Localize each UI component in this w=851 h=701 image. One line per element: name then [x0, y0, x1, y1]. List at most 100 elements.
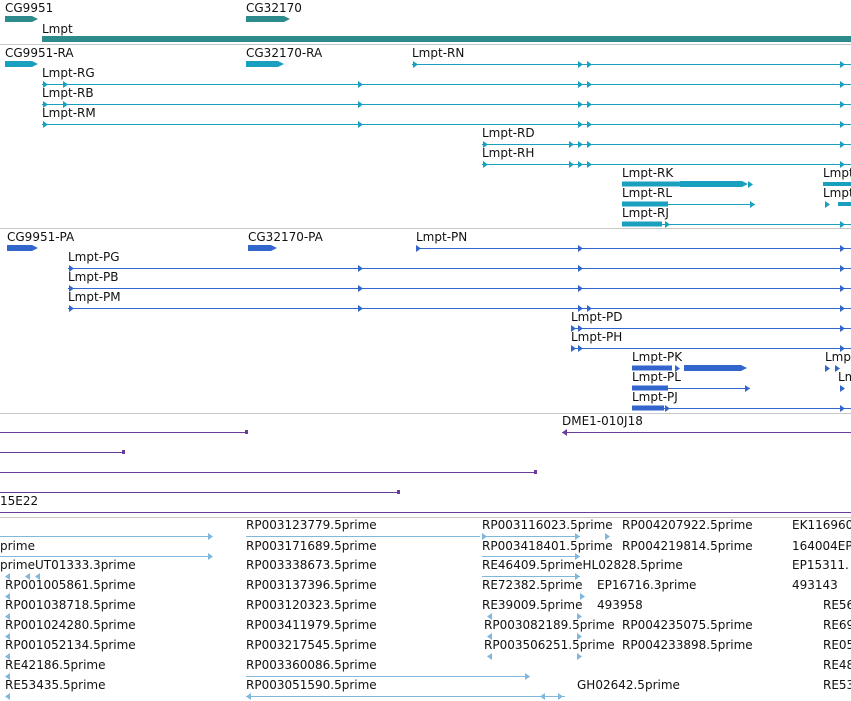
transcript-label[interactable]: Lmpt-RB	[42, 86, 94, 100]
protein-label[interactable]: Lmpt-PM	[68, 290, 121, 304]
clone-label[interactable]: DME1-010J18	[562, 414, 643, 428]
est-label[interactable]: RE53435.5prime	[5, 678, 106, 692]
est-label[interactable]: RP004207922.5prime	[622, 518, 753, 532]
est-label[interactable]: RP003360086.5prime	[246, 658, 377, 672]
strand-arrow	[578, 345, 583, 352]
protein-label[interactable]: Lm	[838, 370, 851, 384]
est-label[interactable]: prime	[0, 539, 35, 553]
feature-exon-block[interactable]	[246, 16, 284, 22]
transcript-label[interactable]: CG32170-RA	[246, 46, 323, 60]
strand-arrow	[540, 693, 545, 700]
transcript-label[interactable]: Lmpt	[823, 186, 851, 200]
transcript-label[interactable]: Lmpt-RK	[622, 166, 674, 180]
gene-label-cg32170[interactable]: CG32170	[246, 1, 302, 15]
transcript-label[interactable]: CG9951-RA	[5, 46, 74, 60]
est-label[interactable]: RE46409.5primeHL02828.5prime	[482, 558, 683, 572]
gene-label-cg9951[interactable]: CG9951	[5, 1, 54, 15]
feature-exon-block[interactable]	[622, 201, 668, 207]
protein-label[interactable]: CG32170-PA	[248, 230, 323, 244]
est-label[interactable]: 493958	[597, 598, 643, 612]
est-label[interactable]: RP003120323.5prime	[246, 598, 377, 612]
est-label[interactable]: EP15311.	[792, 558, 849, 572]
feature-exon-block[interactable]	[622, 181, 680, 187]
protein-label[interactable]: Lmpt-PK	[632, 350, 683, 364]
protein-label[interactable]: Lmpt-PN	[416, 230, 468, 244]
est-label[interactable]: RP003082189.5prime	[484, 618, 615, 632]
est-label[interactable]: RP001024280.5prime	[5, 618, 136, 632]
feature-exon-block[interactable]	[248, 245, 271, 251]
est-label[interactable]: GH02642.5prime	[577, 678, 680, 692]
est-label[interactable]: RE72382.5prime	[482, 578, 583, 592]
est-label[interactable]: RE05	[823, 638, 851, 652]
est-label[interactable]: RE69	[823, 618, 851, 632]
feature-end-arrow	[32, 245, 38, 251]
feature-exon-block[interactable]	[680, 181, 742, 187]
protein-label[interactable]: Lmpt-PG	[68, 250, 120, 264]
feature-exon-block[interactable]	[632, 365, 672, 371]
feature-exon-block[interactable]	[42, 36, 851, 42]
est-label[interactable]: RE48	[823, 658, 851, 672]
transcript-label[interactable]: Lmpt-RH	[482, 146, 535, 160]
transcript-label[interactable]: Lmpt-RM	[42, 106, 96, 120]
est-label[interactable]: RE42186.5prime	[5, 658, 106, 672]
feature-exon-block[interactable]	[632, 405, 664, 411]
est-label[interactable]: RP003116023.5prime	[482, 518, 613, 532]
est-label[interactable]: RP004219814.5prime	[622, 539, 753, 553]
transcript-label[interactable]: Lmpt-RG	[42, 66, 95, 80]
strand-arrow	[605, 533, 610, 540]
est-label[interactable]: RE53	[823, 678, 851, 692]
feature-exon-block[interactable]	[246, 61, 278, 67]
est-label[interactable]: RP003418401.5prime	[482, 539, 613, 553]
protein-label[interactable]: Lmpt-PB	[68, 270, 119, 284]
transcript-label[interactable]: Lmpt-RD	[482, 126, 535, 140]
feature-exon-block[interactable]	[838, 202, 851, 206]
est-label[interactable]: RP003338673.5prime	[246, 558, 377, 572]
feature-end-marker[interactable]	[122, 450, 125, 454]
strand-arrow	[825, 201, 830, 208]
est-label[interactable]: RP001005861.5prime	[5, 578, 136, 592]
protein-label[interactable]: Lmpt-PD	[571, 310, 623, 324]
est-label[interactable]: RP004233898.5prime	[622, 638, 753, 652]
protein-label[interactable]: CG9951-PA	[7, 230, 75, 244]
transcript-label[interactable]: Lmpt-RN	[412, 46, 465, 60]
feature-exon-block[interactable]	[632, 385, 668, 391]
est-label[interactable]: RP003137396.5prime	[246, 578, 377, 592]
protein-label[interactable]: Lmpt-PL	[632, 370, 681, 384]
est-label[interactable]: RP003217545.5prime	[246, 638, 377, 652]
feature-end-marker[interactable]	[397, 490, 400, 494]
transcript-label[interactable]: Lmpt-RJ	[622, 206, 669, 220]
est-label[interactable]: RP003411979.5prime	[246, 618, 377, 632]
est-label[interactable]: RE39009.5prime	[482, 598, 583, 612]
est-label[interactable]: RP003506251.5prime	[484, 638, 615, 652]
transcript-label[interactable]: Lmpt	[823, 166, 851, 180]
est-label[interactable]: RE56	[823, 598, 851, 612]
feature-end-marker[interactable]	[534, 470, 537, 474]
feature-exon-block[interactable]	[684, 365, 741, 371]
feature-exon-block[interactable]	[823, 182, 851, 186]
feature-exon-block[interactable]	[5, 61, 32, 67]
est-label[interactable]: RP003123779.5prime	[246, 518, 377, 532]
transcript-label[interactable]: Lmpt-RL	[622, 186, 673, 200]
est-label[interactable]: RP003171689.5prime	[246, 539, 377, 553]
est-label[interactable]: RP003051590.5prime	[246, 678, 377, 692]
feature-exon-block[interactable]	[622, 221, 662, 227]
clone-label[interactable]: 15E22	[0, 494, 39, 508]
strand-arrow	[580, 593, 585, 600]
strand-arrow	[840, 101, 845, 108]
est-label[interactable]: RP004235075.5prime	[622, 618, 753, 632]
est-label[interactable]: RP001038718.5prime	[5, 598, 136, 612]
est-label[interactable]: RP001052134.5prime	[5, 638, 136, 652]
feature-exon-block[interactable]	[5, 16, 32, 22]
protein-label[interactable]: Lmpt-PJ	[632, 390, 678, 404]
protein-label[interactable]: Lmp	[825, 350, 851, 364]
protein-label[interactable]: Lmpt-PH	[571, 330, 623, 344]
est-label[interactable]: EP16716.3prime	[597, 578, 697, 592]
est-label[interactable]: primeUT01333.3prime	[0, 558, 136, 572]
est-label[interactable]: 164004EP	[792, 539, 851, 553]
est-label[interactable]: 493143	[792, 578, 838, 592]
feature-exon-block[interactable]	[7, 245, 32, 251]
est-label[interactable]: EK116960	[792, 518, 851, 532]
strand-arrow	[558, 693, 563, 700]
feature-end-marker[interactable]	[245, 430, 248, 434]
gene-label-lmpt[interactable]: Lmpt	[42, 22, 73, 36]
